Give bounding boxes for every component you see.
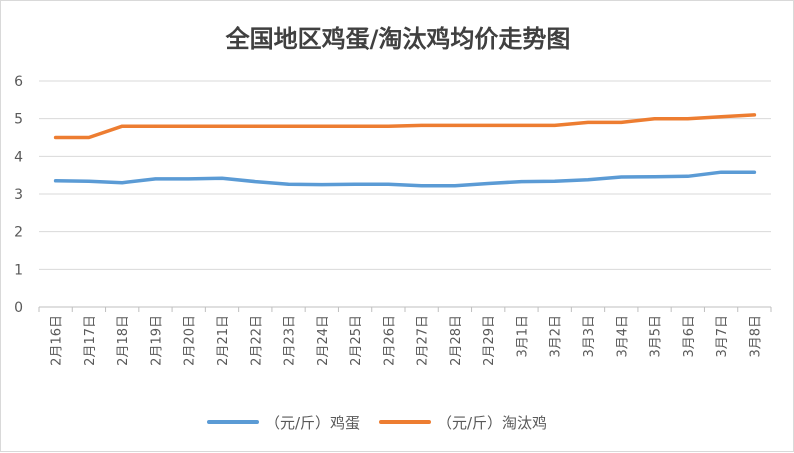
data-point — [54, 136, 57, 139]
x-tick-label: 2月25日 — [349, 315, 364, 366]
data-point — [620, 121, 623, 124]
data-point — [353, 125, 357, 128]
y-tick-label: 5 — [14, 112, 23, 128]
data-point — [220, 176, 224, 180]
data-point — [187, 177, 190, 181]
data-point — [753, 170, 756, 174]
axis-layer: 0 1 2 3 4 5 6 2月16日 2月17日 2月18日 2月19日 2月20日 2月21日 2月2… — [14, 74, 772, 366]
data-point — [254, 180, 257, 183]
data-point — [254, 125, 257, 128]
data-point — [753, 113, 756, 117]
x-tick-label: 2月23日 — [283, 315, 298, 366]
data-point — [54, 179, 57, 183]
data-point — [453, 124, 457, 127]
x-tick-label: 2月28日 — [449, 315, 464, 366]
data-point — [420, 124, 423, 127]
x-tick-label: 3月4日 — [615, 315, 630, 358]
data-point — [486, 124, 490, 127]
x-tick-label: 3月2日 — [549, 315, 564, 358]
data-point — [87, 179, 91, 183]
x-tick-label: 3月1日 — [515, 315, 530, 358]
x-tick-label: 2月26日 — [382, 315, 397, 366]
x-tick-label: 2月19日 — [149, 315, 164, 366]
chart-title: 全国地区鸡蛋/淘汰鸡均价走势图 — [225, 25, 571, 53]
data-point — [320, 125, 324, 128]
legend-label: （元/斤）鸡蛋 — [265, 414, 360, 432]
x-tick-label: 2月18日 — [116, 315, 131, 366]
y-tick-label: 4 — [14, 149, 23, 165]
y-tick-label: 0 — [14, 300, 23, 316]
x-tick-label: 2月27日 — [416, 315, 431, 366]
series-layer — [53, 113, 757, 188]
data-point — [653, 175, 656, 178]
y-tick-label: 6 — [14, 74, 23, 90]
data-point — [686, 175, 690, 178]
x-tick-label: 2月16日 — [50, 315, 65, 366]
data-point — [486, 182, 490, 185]
grid-layer — [39, 80, 771, 308]
data-point — [287, 125, 290, 128]
y-tick-label: 3 — [14, 187, 23, 203]
data-point — [353, 183, 357, 186]
data-point — [620, 175, 623, 179]
series-line-1 — [53, 113, 757, 140]
legend-label: （元/斤）淘汰鸡 — [437, 414, 547, 432]
data-point — [686, 117, 690, 120]
data-point — [120, 125, 124, 128]
data-point — [553, 179, 556, 183]
x-tick-label: 3月7日 — [715, 315, 730, 358]
data-point — [520, 124, 523, 127]
x-tick-label: 3月5日 — [649, 315, 664, 358]
data-point — [120, 181, 124, 184]
data-point — [719, 115, 723, 118]
data-point — [220, 125, 224, 128]
data-point — [387, 183, 390, 186]
x-tick-label: 2月17日 — [83, 315, 98, 366]
data-point — [719, 170, 723, 174]
legend: （元/斤）鸡蛋 （元/斤）淘汰鸡 — [207, 414, 547, 432]
x-tick-label: 2月22日 — [249, 315, 264, 366]
data-point — [154, 177, 157, 181]
data-point — [520, 180, 523, 183]
x-tick-label: 3月3日 — [582, 315, 597, 358]
x-tick-label: 2月24日 — [316, 315, 331, 366]
data-point — [653, 117, 656, 120]
x-tick-label: 2月21日 — [216, 315, 231, 366]
x-tick-label: 2月29日 — [482, 315, 497, 366]
data-point — [420, 184, 423, 187]
data-point — [87, 136, 91, 139]
x-tick-label: 2月20日 — [183, 315, 198, 366]
data-point — [320, 183, 324, 186]
data-point — [387, 125, 390, 128]
data-point — [187, 125, 190, 128]
data-point — [553, 124, 556, 127]
x-tick-label: 3月8日 — [748, 315, 763, 358]
data-point — [586, 121, 590, 124]
x-tick-label: 3月6日 — [682, 315, 697, 358]
data-point — [287, 183, 290, 186]
y-tick-label: 2 — [14, 225, 23, 241]
data-point — [453, 184, 457, 187]
series-line-0 — [53, 170, 757, 188]
data-point — [154, 125, 157, 128]
data-point — [586, 178, 590, 181]
y-tick-label: 1 — [14, 262, 23, 278]
